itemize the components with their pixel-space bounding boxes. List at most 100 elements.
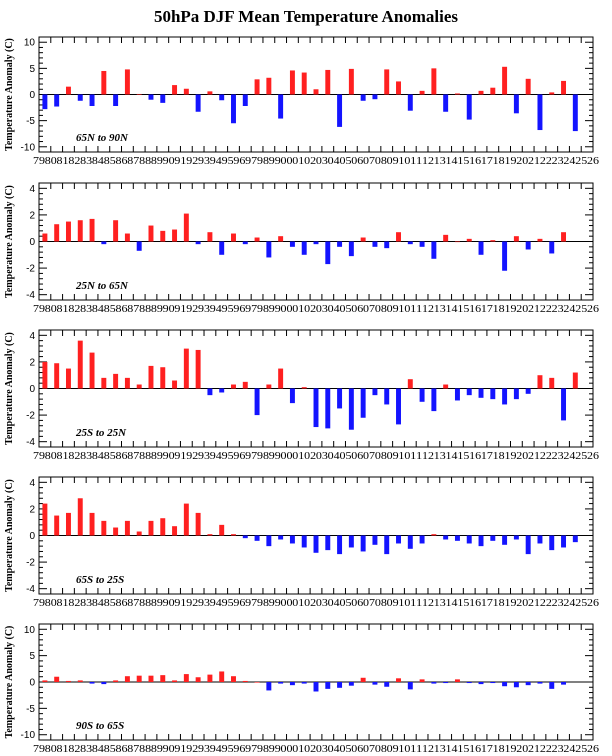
x-tick-label: 23 [552,451,564,462]
x-tick-label: 14 [446,598,458,609]
x-tick-label: 24 [563,598,575,609]
x-tick-label: 06 [351,744,363,755]
bar-16-17 [478,388,484,398]
bar-17-18 [490,240,496,242]
x-tick-label: 98 [257,304,269,315]
x-tick-label: 07 [363,304,375,315]
x-tick-label: 99 [269,451,281,462]
y-tick-label: -5 [26,116,35,127]
x-tick-label: 79 [33,744,45,755]
x-tick-label: 87 [127,744,139,755]
bar-02-03 [313,241,319,245]
bar-85-86 [113,527,119,536]
bar-21-22 [537,682,543,684]
x-tick-label: 12 [422,744,434,755]
bar-87-88 [136,384,142,389]
bar-92-93 [195,349,201,389]
x-tick-label: 00 [281,304,293,315]
x-tick-label: 90 [163,451,175,462]
y-tick-label: -4 [26,290,35,301]
x-tick-label: 84 [92,156,104,167]
x-tick-label: 92 [186,156,198,167]
bar-79-80 [42,94,48,110]
bar-18-19 [502,682,508,687]
x-tick-label: 97 [245,451,257,462]
bar-96-97 [242,381,248,389]
bar-95-96 [231,676,236,682]
x-tick-label: 10 [398,744,410,755]
x-tick-label: 81 [57,304,69,315]
bar-05-06 [348,682,354,686]
bar-83-84 [89,682,95,684]
x-tick-label: 91 [174,744,186,755]
y-tick-label: 0 [29,237,35,248]
x-tick-label: 09 [387,156,399,167]
x-tick-label: 89 [151,598,163,609]
bar-91-92 [183,88,189,95]
bar-81-82 [65,512,71,536]
bar-95-96 [231,384,236,389]
x-tick-label: 02 [304,304,316,315]
x-tick-label: 22 [540,156,552,167]
bar-18-19 [502,388,508,405]
x-tick-label: 26 [587,744,599,755]
bar-84-85 [101,377,107,389]
bar-94-95 [219,524,225,536]
bar-79-80 [42,503,48,536]
bar-14-15 [454,241,460,243]
bar-80-81 [54,94,60,107]
x-tick-label: 19 [504,598,516,609]
x-tick-label: 85 [104,156,116,167]
bar-12-13 [431,241,437,259]
x-tick-label: 16 [469,304,481,315]
x-tick-label: 84 [92,304,104,315]
x-tick-label: 02 [304,156,316,167]
bar-96-97 [242,241,248,245]
x-tick-label: 90 [163,304,175,315]
bar-12-13 [431,68,437,95]
bar-81-82 [65,680,71,682]
bar-15-16 [466,535,472,544]
bar-94-95 [219,671,225,682]
bar-85-86 [113,373,119,389]
x-tick-label: 25 [575,744,587,755]
x-tick-label: 04 [328,451,340,462]
bar-24-25 [572,535,578,543]
x-tick-label: 05 [339,156,351,167]
y-axis-label: Temperature Anomaly (C) [4,185,15,298]
bar-82-83 [77,340,83,389]
x-tick-label: 98 [257,156,269,167]
bar-24-25 [572,372,578,389]
bar-03-04 [325,535,331,551]
bar-01-02 [301,387,307,389]
y-tick-label: 2 [29,504,35,515]
bar-05-06 [348,241,354,257]
y-tick-label: -5 [26,704,35,715]
region-label: 25S to 25N [75,427,127,439]
bar-79-80 [42,233,48,242]
x-tick-label: 97 [245,156,257,167]
x-tick-label: 87 [127,156,139,167]
x-tick-label: 89 [151,156,163,167]
x-tick-label: 87 [127,304,139,315]
x-tick-label: 24 [563,744,575,755]
x-tick-label: 16 [469,156,481,167]
x-tick-label: 00 [281,744,293,755]
bar-98-99 [266,241,272,258]
bar-99-00 [278,682,284,684]
x-tick-label: 13 [434,451,446,462]
bar-04-05 [337,682,343,688]
x-tick-label: 94 [210,156,222,167]
bar-21-22 [537,94,543,131]
x-tick-label: 25 [575,156,587,167]
bar-23-24 [561,535,567,548]
x-tick-label: 79 [33,451,45,462]
bar-91-92 [183,348,189,389]
bar-80-81 [54,515,60,536]
bar-11-12 [419,90,425,95]
bar-01-02 [301,682,307,684]
bar-11-12 [419,679,425,682]
bar-93-94 [207,388,213,396]
region-label: 65S to 25S [76,574,124,586]
x-tick-label: 86 [116,304,128,315]
